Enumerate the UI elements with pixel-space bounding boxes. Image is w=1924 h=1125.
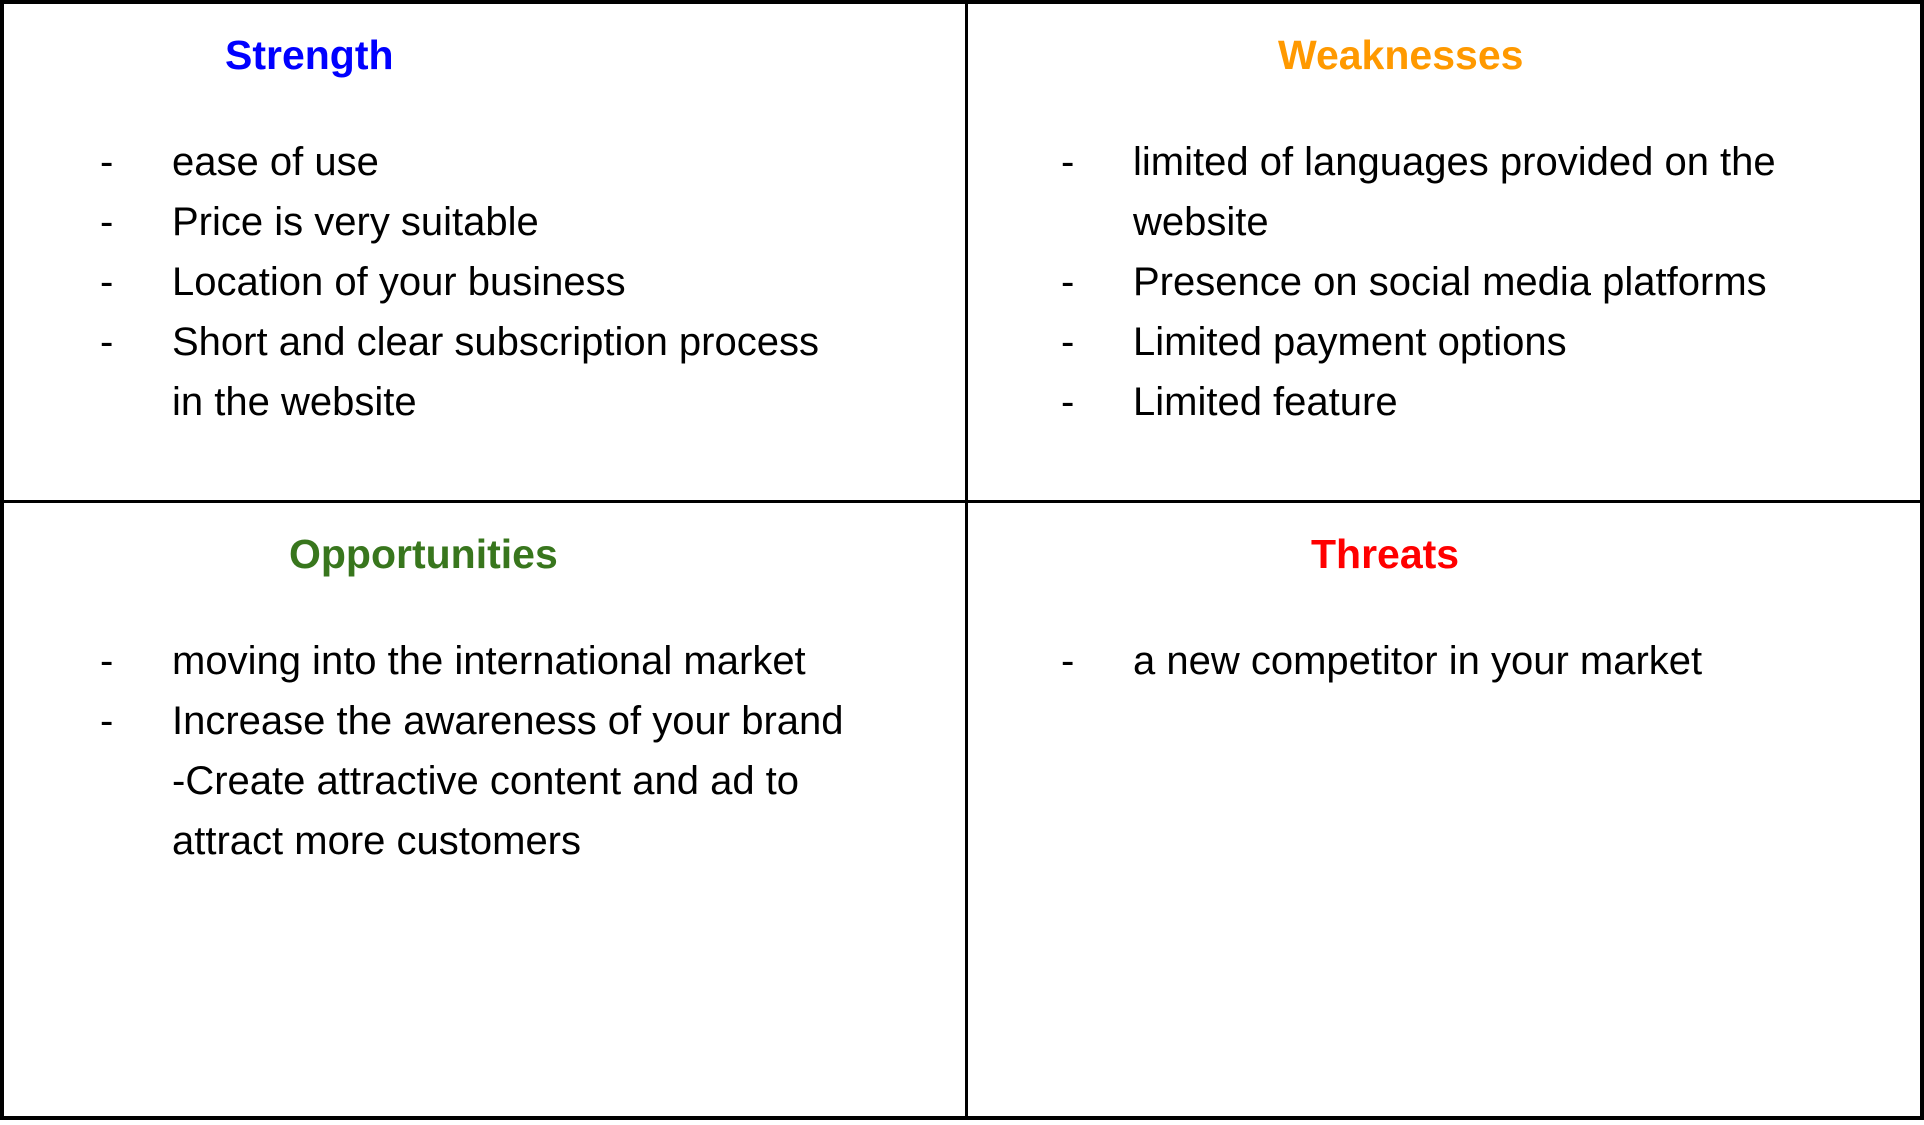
list-item: - limited of languages provided on the — [968, 132, 1923, 192]
threats-title: Threats — [1311, 531, 1460, 577]
opportunities-title: Opportunities — [289, 531, 558, 577]
list-dash: - — [1061, 639, 1075, 683]
weaknesses-list: - limited of languages provided on the we… — [968, 132, 1923, 432]
list-item-text: -Create attractive content and ad to — [172, 759, 800, 803]
list-item-text: Limited feature — [1133, 380, 1398, 424]
list-item-text: Short and clear subscription process — [172, 320, 819, 364]
list-dash: - — [100, 320, 114, 364]
weaknesses-title: Weaknesses — [1278, 32, 1524, 78]
list-item: - a new competitor in your market — [968, 631, 1923, 691]
list-item: - Limited payment options — [968, 312, 1923, 372]
list-item: attract more customers — [4, 811, 964, 871]
list-item-text: Location of your business — [172, 260, 626, 304]
list-item-text: a new competitor in your market — [1133, 639, 1703, 683]
list-item-text: website — [1133, 200, 1269, 244]
list-item-text: Price is very suitable — [172, 200, 539, 244]
list-dash: - — [1061, 380, 1075, 424]
list-item: - moving into the international market — [4, 631, 964, 691]
list-item-text: attract more customers — [172, 819, 582, 863]
strength-quadrant: Strength - ease of use - Price is very sui… — [4, 4, 968, 503]
list-item-text: in the website — [172, 380, 417, 424]
weaknesses-quadrant: Weaknesses - limited of languages provide… — [968, 4, 1920, 503]
list-item: - Limited feature — [968, 372, 1923, 432]
threats-quadrant: Threats - a new competitor in your market — [968, 503, 1920, 1116]
list-item: - Presence on social media platforms — [968, 252, 1923, 312]
list-item-text: moving into the international market — [172, 639, 806, 683]
list-dash: - — [1061, 140, 1075, 184]
list-item-text: limited of languages provided on the — [1133, 140, 1776, 184]
opportunities-list: - moving into the international market - I… — [4, 631, 964, 871]
list-item: - Increase the awareness of your brand — [4, 691, 964, 751]
list-item-text: Limited payment options — [1133, 320, 1567, 364]
list-dash: - — [100, 639, 114, 683]
list-item: - Location of your business — [4, 252, 964, 312]
list-dash: - — [100, 699, 114, 743]
list-dash: - — [100, 260, 114, 304]
list-item: website — [968, 192, 1923, 252]
list-item-text: ease of use — [172, 140, 379, 184]
list-dash: - — [1061, 260, 1075, 304]
list-dash: - — [1061, 320, 1075, 364]
threats-list: - a new competitor in your market — [968, 631, 1923, 691]
list-item: - ease of use — [4, 132, 964, 192]
list-item-text: Increase the awareness of your brand — [172, 699, 844, 743]
list-item: - Price is very suitable — [4, 192, 964, 252]
list-item: - Short and clear subscription process — [4, 312, 964, 372]
strength-title: Strength — [225, 32, 394, 78]
list-item-text: Presence on social media platforms — [1133, 260, 1767, 304]
opportunities-quadrant: Opportunities - moving into the internati… — [4, 503, 968, 1116]
list-dash: - — [100, 200, 114, 244]
list-item: -Create attractive content and ad to — [4, 751, 964, 811]
list-item: in the website — [4, 372, 964, 432]
list-dash: - — [100, 140, 114, 184]
strength-list: - ease of use - Price is very suitable - Lo… — [4, 132, 964, 432]
